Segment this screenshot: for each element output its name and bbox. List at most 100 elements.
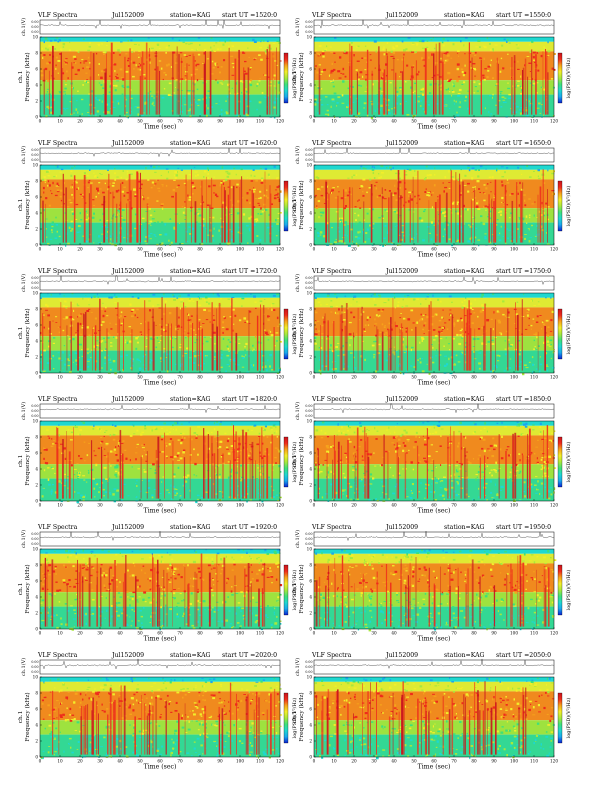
spectral-speckle <box>423 64 426 67</box>
sferic-streak <box>417 170 419 243</box>
spectral-speckle <box>478 188 481 190</box>
spectral-speckle <box>174 176 177 180</box>
spectral-speckle <box>494 243 497 245</box>
spectral-speckle <box>138 44 140 46</box>
spectral-speckle <box>484 233 487 235</box>
spectral-speckle <box>80 498 82 499</box>
x-tick-label: 40 <box>117 503 123 508</box>
spectral-speckle <box>260 58 263 61</box>
spectral-speckle <box>499 70 502 73</box>
spectral-speckle <box>492 50 494 52</box>
spectral-speckle <box>112 52 115 54</box>
spectral-speckle <box>110 243 114 245</box>
spectral-speckle <box>256 235 259 237</box>
spectral-speckle <box>216 293 220 296</box>
spectral-speckle <box>321 52 325 55</box>
spectral-speckle <box>95 98 99 100</box>
spectral-speckle <box>229 341 232 343</box>
sferic-streak <box>537 331 539 371</box>
sferic-streak <box>513 439 514 499</box>
sferic-streak <box>455 172 457 243</box>
spectral-speckle <box>419 319 421 322</box>
spectral-speckle <box>323 49 326 52</box>
spectral-speckle <box>498 468 501 469</box>
spectral-speckle <box>442 235 445 237</box>
spectral-speckle <box>460 169 462 171</box>
spectral-speckle <box>457 238 459 240</box>
spectral-speckle <box>161 451 164 453</box>
spectral-speckle <box>221 83 224 85</box>
spectral-speckle <box>364 430 367 432</box>
spectral-speckle <box>532 82 536 85</box>
spectral-speckle <box>421 338 425 340</box>
spectral-speckle <box>402 298 404 301</box>
spectral-speckle <box>500 166 504 168</box>
sferic-streak <box>264 171 266 243</box>
spectral-speckle <box>540 482 544 485</box>
spectral-speckle <box>205 96 207 99</box>
sferic-streak <box>438 331 440 371</box>
spectral-speckle <box>480 215 483 218</box>
spectral-speckle <box>441 330 443 332</box>
sferic-streak <box>209 51 212 115</box>
spectral-speckle <box>276 177 279 179</box>
spectral-speckle <box>453 99 455 102</box>
spectral-speckle <box>421 39 425 43</box>
spectral-speckle <box>126 341 129 344</box>
spectral-speckle <box>165 357 168 358</box>
sferic-streak <box>364 426 366 499</box>
spectral-speckle <box>425 177 427 179</box>
spectral-speckle <box>82 67 84 70</box>
spectral-speckle <box>348 426 351 429</box>
spectral-speckle <box>272 489 275 491</box>
spectral-speckle <box>112 106 116 108</box>
spectral-speckle <box>327 113 330 116</box>
sferic-streak <box>376 326 378 371</box>
spectral-speckle <box>372 294 375 296</box>
spectral-speckle <box>173 455 177 458</box>
spectral-speckle <box>77 477 80 481</box>
spectral-speckle <box>174 422 178 425</box>
spectral-speckle <box>381 91 384 93</box>
spectral-speckle <box>330 344 332 347</box>
spectral-speckle <box>226 448 229 450</box>
spectral-speckle <box>203 48 207 52</box>
spectral-speckle <box>439 84 442 87</box>
colorbar-label: log(PSD)(V²/Hz) <box>565 58 572 99</box>
trace-tick-label: 0.00 <box>305 20 312 24</box>
spectral-speckle <box>169 218 172 220</box>
y-tick-label: 2 <box>35 355 38 360</box>
spectral-speckle <box>516 47 520 49</box>
sferic-streak <box>176 46 178 115</box>
sferic-streak <box>430 301 432 371</box>
spectral-speckle <box>143 449 145 452</box>
spectral-speckle <box>463 223 466 225</box>
spectral-speckle <box>79 433 81 436</box>
spectral-speckle <box>546 206 550 208</box>
spectral-speckle <box>344 189 348 192</box>
spectral-speckle <box>501 486 504 488</box>
x-tick-label: 80 <box>471 119 477 124</box>
spectrogram-panel-7: VLF Spectra Jul152009 station=KAG start UT … <box>18 396 298 515</box>
spectral-speckle <box>93 242 95 244</box>
sferic-streak <box>121 453 124 499</box>
spectral-speckle <box>140 183 143 186</box>
spectral-speckle <box>448 238 452 241</box>
spectral-speckle <box>461 306 465 309</box>
spectral-speckle <box>345 51 348 55</box>
spectral-speckle <box>238 338 241 340</box>
spectral-speckle <box>413 366 416 368</box>
spectral-speckle <box>317 320 320 322</box>
spectral-speckle <box>399 177 401 180</box>
spectral-speckle <box>80 313 82 315</box>
spectral-speckle <box>63 345 66 347</box>
spectrogram-panel-3: VLF Spectra Jul152009 station=KAG start UT … <box>18 140 298 259</box>
spectral-speckle <box>315 328 317 330</box>
spectral-speckle <box>268 329 271 332</box>
spectral-speckle <box>220 66 223 68</box>
spectral-speckle <box>129 340 132 343</box>
spectral-speckle <box>506 39 509 42</box>
spectral-speckle <box>464 100 467 102</box>
spectral-speckle <box>467 165 470 167</box>
spectral-speckle <box>369 456 371 459</box>
